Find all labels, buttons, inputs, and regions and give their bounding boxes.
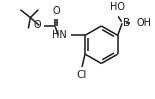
Text: B: B xyxy=(123,18,130,28)
Text: OH: OH xyxy=(136,18,151,28)
Text: O: O xyxy=(33,20,41,30)
Text: Cl: Cl xyxy=(77,70,87,80)
Text: HO: HO xyxy=(110,2,125,12)
Text: O: O xyxy=(52,6,60,16)
Text: HN: HN xyxy=(52,30,67,40)
